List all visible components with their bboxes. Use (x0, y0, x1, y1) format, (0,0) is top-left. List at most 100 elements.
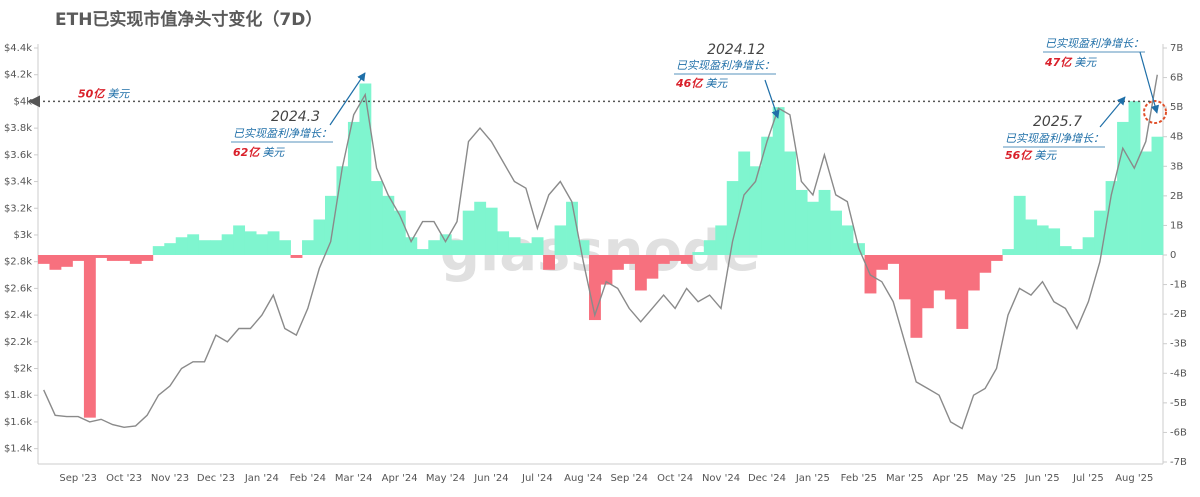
bar (898, 255, 911, 300)
bar (336, 166, 349, 255)
x-tick-label: Jul '25 (1072, 473, 1104, 484)
annotation-amount-value: 46亿 (675, 77, 704, 90)
x-tick-label: Mar '24 (335, 473, 373, 484)
annotation-unit: 美元 (262, 146, 285, 159)
bar (324, 195, 337, 255)
bar (1048, 228, 1061, 255)
bar (577, 240, 590, 255)
bar (152, 246, 165, 255)
bar (772, 107, 785, 256)
bar (141, 255, 154, 261)
annotation-text: 已实现盈利净增长： (1045, 37, 1144, 50)
bar (1117, 121, 1129, 255)
bar (474, 201, 487, 255)
bar (370, 181, 383, 255)
y2-tick-label: 1B (1170, 220, 1183, 231)
bar (1002, 249, 1015, 255)
bar (221, 234, 234, 255)
y-tick-label: $3.6k (4, 150, 32, 161)
bar (49, 255, 62, 270)
bar (887, 255, 900, 264)
bar (1151, 136, 1164, 255)
annotation-date: 2025.7 (1033, 114, 1082, 130)
y-tick-label: $4.2k (4, 70, 32, 81)
bar (566, 201, 578, 255)
y-tick-label: $3k (13, 230, 32, 241)
reference-amount: 50亿 (78, 87, 106, 100)
bar (267, 231, 280, 255)
y2-tick-label: -5B (1170, 398, 1187, 409)
bar (657, 255, 670, 264)
annotation-amount: 47亿 美元 (1044, 56, 1097, 69)
reference-unit: 美元 (107, 87, 130, 100)
annotation-amount: 46亿 美元 (675, 77, 728, 90)
annotation-arrow (1139, 51, 1160, 114)
annotation-date: 2024.3 (271, 109, 320, 125)
bar (761, 136, 774, 255)
y2-tick-label: 2B (1170, 191, 1183, 202)
bar (198, 240, 211, 255)
bar (623, 255, 636, 264)
bar (543, 255, 555, 270)
bar (1128, 101, 1141, 255)
bar (1140, 151, 1152, 255)
bar (1013, 195, 1026, 255)
bar (83, 255, 96, 418)
x-tick-label: Nov '23 (151, 473, 189, 484)
x-tick-label: May '24 (426, 473, 465, 484)
bar (129, 255, 142, 264)
x-tick-label: Dec '23 (197, 473, 235, 484)
bar (611, 255, 624, 270)
y-tick-label: $1.4k (4, 444, 32, 455)
bar (1059, 246, 1072, 255)
bar (38, 255, 50, 264)
y-tick-label: $2.4k (4, 310, 32, 321)
bar (1082, 237, 1095, 255)
bar (554, 225, 567, 255)
bar (347, 121, 360, 255)
bar (531, 237, 544, 255)
x-tick-label: Oct '23 (106, 473, 142, 484)
y-tick-label: $3.8k (4, 123, 32, 134)
x-tick-label: Jun '24 (473, 473, 508, 484)
bar (405, 237, 418, 255)
y2-tick-label: -3B (1170, 339, 1187, 350)
bar (382, 195, 395, 255)
y-tick-label: $1.8k (4, 390, 32, 401)
x-tick-label: Nov '24 (702, 473, 740, 484)
x-tick-label: Feb '24 (290, 473, 326, 484)
bar (313, 219, 326, 255)
annotation-arrow (764, 79, 780, 119)
bar (72, 255, 85, 261)
bar (1071, 249, 1084, 255)
bar (979, 255, 992, 273)
y-tick-label: $1.6k (4, 417, 32, 428)
bar (944, 255, 957, 300)
bar (416, 249, 429, 255)
annotation-date: 2024.12 (707, 42, 765, 58)
bar (784, 151, 797, 255)
bar (876, 255, 888, 270)
bar (680, 255, 693, 264)
bar (600, 255, 613, 285)
bar (956, 255, 969, 329)
y-tick-label: $2.2k (4, 337, 32, 348)
y-tick-label: $3.4k (4, 177, 32, 188)
bar (738, 151, 751, 255)
annotation-text: 已实现盈利净增长： (676, 59, 775, 72)
bar (830, 210, 842, 255)
bar (807, 201, 820, 255)
annotation-amount: 56亿 美元 (1005, 149, 1057, 162)
bar (428, 240, 441, 255)
y2-tick-label: -7B (1170, 457, 1187, 468)
bar (1025, 219, 1038, 255)
y-tick-label: $4k (13, 96, 32, 107)
bar (933, 255, 946, 291)
x-tick-label: Dec '24 (748, 473, 786, 484)
y-tick-label: $4.4k (4, 43, 32, 54)
bar (703, 240, 716, 255)
bar (302, 240, 314, 255)
bar (451, 240, 464, 255)
bar (95, 255, 108, 258)
